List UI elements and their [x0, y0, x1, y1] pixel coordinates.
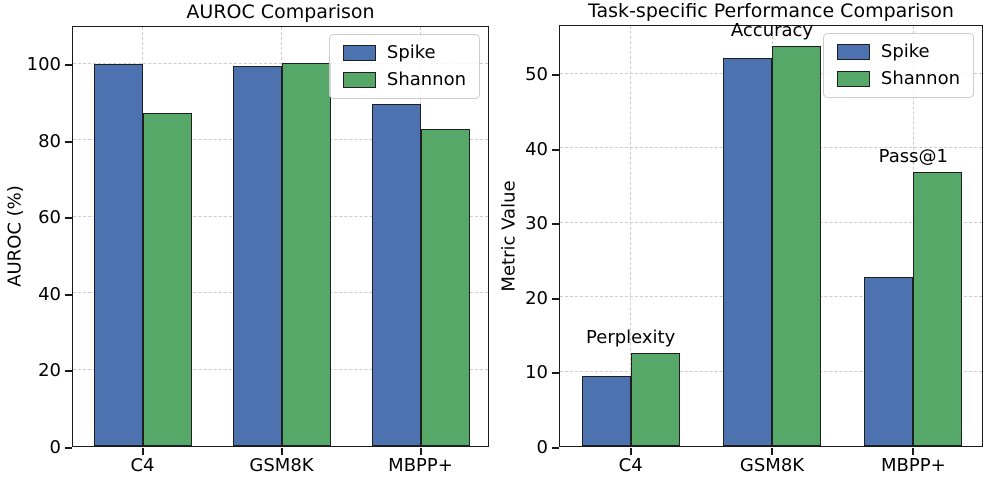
bar-shannon-mbpp+	[913, 172, 963, 446]
legend-swatch-spike	[836, 44, 870, 60]
legend: Spike Shannon	[822, 33, 974, 98]
legend: Spike Shannon	[328, 34, 480, 99]
plot-area: 0 20 40 60 80 100 C4 GSM8K MBPP+ Spike Shannon	[27, 26, 489, 475]
y-tick-label: 50	[525, 64, 548, 86]
y-tick-mark	[552, 447, 559, 449]
y-tick-mark	[552, 297, 559, 300]
plot-area: 0 10 20 30 40 50 C4 GSM8K MBPP+ Perplexity Accurac…	[525, 19, 983, 475]
legend-label: Spike	[386, 42, 436, 63]
x-tick-mark	[629, 448, 632, 455]
y-tick-mark	[65, 447, 72, 449]
x-tick-mark	[280, 448, 283, 455]
y-tick-mark	[65, 370, 72, 373]
bar-shannon-gsm8k	[281, 63, 331, 446]
legend-swatch-shannon	[342, 72, 376, 88]
y-tick-label: 40	[525, 138, 548, 160]
v-gridline	[630, 26, 632, 446]
y-tick-mark	[552, 223, 559, 226]
y-tick-label: 80	[38, 130, 61, 152]
legend-swatch-shannon	[836, 71, 870, 87]
y-tick-label: 20	[38, 360, 61, 382]
legend-item-shannon: Shannon	[342, 69, 466, 90]
annotation-accuracy: Accuracy	[730, 19, 814, 41]
x-tick-mark	[419, 448, 422, 455]
y-tick-label: 30	[525, 213, 548, 235]
y-tick-label: 20	[525, 287, 548, 309]
chart-title: Task-specific Performance Comparison	[588, 0, 954, 22]
bar-spike-gsm8k	[723, 57, 772, 446]
x-tick-label: C4	[130, 455, 155, 476]
chart-title: AUROC Comparison	[186, 1, 375, 23]
annotation-perplexity: Perplexity	[586, 326, 676, 348]
bar-spike-c4	[581, 375, 631, 446]
bar-spike-gsm8k	[232, 65, 282, 446]
y-tick-label: 10	[525, 362, 548, 384]
legend-label: Spike	[880, 41, 930, 62]
x-tick-label: C4	[618, 455, 643, 476]
x-tick-label: GSM8K	[249, 455, 314, 476]
legend-item-spike: Spike	[836, 41, 960, 62]
y-tick-label: 100	[26, 54, 61, 76]
legend-item-shannon: Shannon	[836, 68, 960, 89]
y-tick-label: 0	[49, 437, 61, 458]
y-tick-mark	[552, 74, 559, 77]
bar-shannon-c4	[630, 352, 680, 446]
bar-shannon-mbpp+	[420, 129, 470, 446]
x-tick-label: GSM8K	[739, 455, 805, 476]
y-axis-label: Metric Value	[498, 180, 520, 292]
bar-spike-mbpp+	[371, 103, 421, 446]
x-tick-mark	[141, 448, 144, 455]
bar-spike-c4	[93, 64, 143, 446]
bar-shannon-c4	[142, 113, 192, 446]
annotation-pass-1: Pass@1	[878, 146, 948, 168]
y-tick-label: 0	[536, 437, 548, 458]
legend-label: Shannon	[880, 68, 960, 89]
y-tick-mark	[65, 217, 72, 220]
legend-label: Shannon	[386, 69, 466, 90]
legend-swatch-spike	[342, 45, 376, 61]
y-axis-label: AUROC (%)	[4, 185, 26, 287]
y-tick-mark	[65, 293, 72, 296]
y-tick-mark	[552, 148, 559, 151]
x-tick-label: MBPP+	[388, 455, 453, 476]
h-gridline	[73, 62, 488, 64]
x-tick-mark	[912, 448, 915, 455]
x-tick-label: MBPP+	[880, 455, 946, 476]
y-tick-label: 60	[38, 207, 61, 229]
bar-spike-mbpp+	[864, 276, 914, 446]
y-tick-label: 40	[38, 283, 61, 305]
x-tick-mark	[771, 448, 773, 455]
y-tick-mark	[65, 64, 72, 67]
legend-item-spike: Spike	[342, 42, 466, 63]
y-tick-mark	[552, 372, 559, 375]
bar-shannon-gsm8k	[772, 45, 821, 446]
y-tick-mark	[65, 140, 72, 143]
